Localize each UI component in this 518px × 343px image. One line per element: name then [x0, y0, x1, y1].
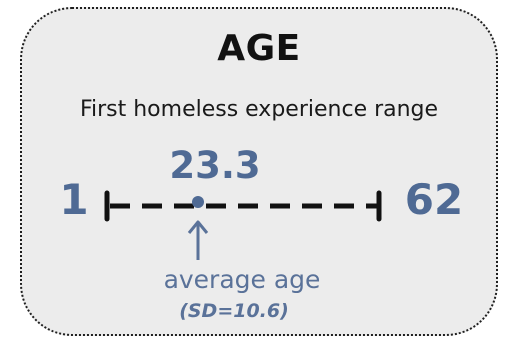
standard-deviation-caption: (SD=10.6)	[0, 300, 518, 322]
average-marker	[192, 196, 204, 208]
card-title: AGE	[217, 28, 301, 69]
range-max-value: 62	[404, 175, 464, 224]
age-card	[20, 7, 498, 336]
card-subtitle: First homeless experience range	[79, 97, 439, 122]
standard-deviation-label: (SD=10.6)	[179, 300, 289, 322]
average-age-caption: average age	[0, 265, 518, 294]
average-age-value: 23.3	[169, 144, 261, 187]
range-min-value: 1	[59, 175, 89, 224]
average-arrow-head	[187, 220, 209, 234]
average-age-label: average age	[163, 265, 321, 294]
